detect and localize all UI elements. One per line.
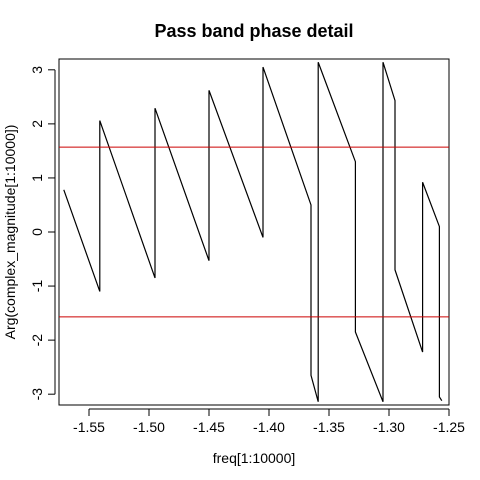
- series-layer: [59, 62, 449, 402]
- x-tick-label: -1.25: [433, 419, 465, 435]
- y-tick-label: 3: [29, 66, 45, 74]
- y-tick-label: -3: [29, 388, 45, 401]
- y-axis: -3 -2 -1 0 1 2 3: [29, 66, 56, 401]
- y-tick-label: -2: [29, 334, 45, 347]
- x-tick-label: -1.50: [133, 419, 165, 435]
- x-tick-label: -1.40: [253, 419, 285, 435]
- x-tick-label: -1.45: [193, 419, 225, 435]
- x-tick-label: -1.30: [373, 419, 405, 435]
- y-tick-label: -1: [29, 280, 45, 293]
- x-tick-label: -1.55: [73, 419, 105, 435]
- plot-frame: [58, 58, 450, 406]
- y-axis-label: Arg(complex_magnitude[1:10000]): [2, 125, 18, 340]
- x-tick-label: -1.35: [313, 419, 345, 435]
- chart-title: Pass band phase detail: [154, 21, 353, 41]
- y-tick-label: 1: [29, 174, 45, 182]
- y-tick-label: 0: [29, 228, 45, 236]
- y-tick-label: 2: [29, 120, 45, 128]
- x-axis: -1.55 -1.50 -1.45 -1.40 -1.35 -1.30 -1.25: [73, 408, 465, 435]
- x-axis-label: freq[1:10000]: [213, 450, 296, 466]
- phase-series-line: [63, 62, 443, 402]
